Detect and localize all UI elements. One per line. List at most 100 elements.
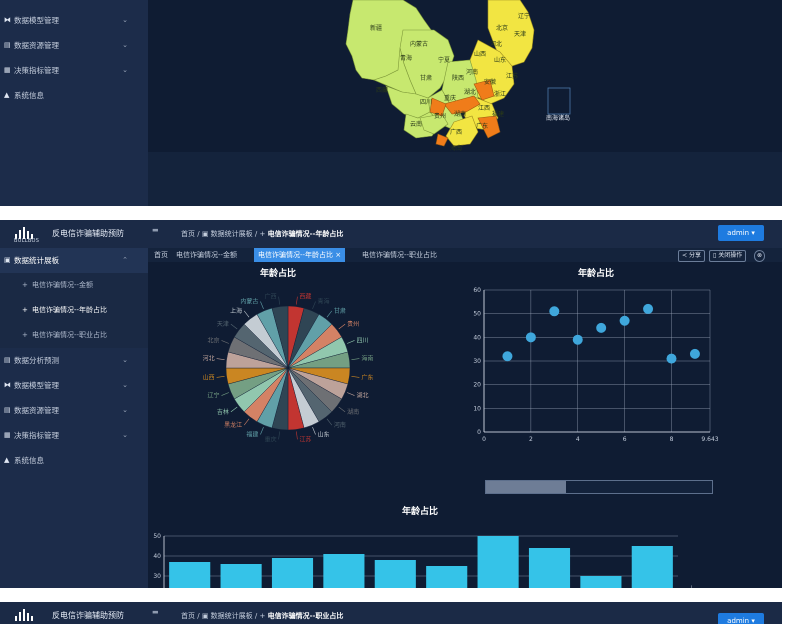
pie-label-line [278,431,280,440]
bar[interactable] [580,576,622,588]
svg-text:辽宁: 辽宁 [518,12,530,20]
svg-text:贵州: 贵州 [434,112,446,120]
tab-home[interactable]: 首页 [154,251,168,259]
pie-label-line [216,376,225,378]
svg-text:海南: 海南 [450,144,462,152]
pie-label-line [326,418,333,426]
bar[interactable] [528,548,571,588]
sidebar-item-resource[interactable]: ▤ 数据资源管理 ⌄ [0,398,148,423]
bar[interactable] [323,554,365,588]
bar[interactable] [271,558,314,588]
pie-label: 海南 [361,355,373,363]
scatter-point[interactable] [596,322,607,333]
scatter-y-tick: 10 [473,405,481,412]
scatter-zoom-handle[interactable] [486,481,566,493]
svg-text:江西: 江西 [478,105,490,112]
menu-toggle-icon[interactable]: ▬ [152,608,159,616]
screenshot-age-view: BULLBOS 反电信诈骗辅助预防 ▬ 首页 / ▣ 数据统计展板 / + 电信… [0,220,782,588]
pie-label: 贵州 [347,320,359,328]
screenshot-map-view: ⧓ 数据模型管理 ⌄ ▤ 数据资源管理 ⌄ ▦ 决策指标管理 ⌄ ▲ 系统信息 新 [0,0,782,206]
sidebar-item-indicator[interactable]: ▦ 决策指标管理 ⌄ [0,423,148,448]
pie-label: 河南 [334,421,346,429]
pie-label-line [243,310,250,318]
scatter-point[interactable] [643,303,654,314]
chart-tools-icon[interactable]: ⤓▮▮ [690,584,694,588]
pie-label-line [351,376,360,378]
pie-label: 黑龙江 [224,421,242,429]
breadcrumb-section[interactable]: 数据统计展板 [210,612,253,620]
sidebar-item-indicator[interactable]: ▦ 决策指标管理 ⌄ [0,58,148,83]
svg-text:陕西: 陕西 [452,74,464,82]
scatter-point[interactable] [525,332,536,343]
pie-label-line [221,392,229,396]
analysis-icon: ▤ [4,356,11,364]
breadcrumb-home[interactable]: 首页 [181,612,195,620]
sidebar-item-model[interactable]: ⧓ 数据模型管理 ⌄ [0,8,148,33]
sidebar-item-system[interactable]: ▲ 系统信息 [0,83,148,108]
bar[interactable] [169,562,211,588]
tab-age[interactable]: 电信诈骗情况--年龄占比 × [254,248,346,262]
svg-text:广西: 广西 [450,128,462,136]
indicator-icon: ▦ [4,431,11,439]
sidebar-subitem-occupation[interactable]: + 电信诈骗情况--职业占比 [0,323,148,348]
pie-label: 河北 [203,355,215,363]
breadcrumb-section[interactable]: 数据统计展板 [210,230,253,238]
scatter-y-tick: 60 [473,287,481,294]
sidebar-item-analysis[interactable]: ▤ 数据分析预测 ⌄ [0,348,148,373]
tab-occupation[interactable]: 电信诈骗情况--职业占比 [362,251,438,259]
scatter-y-tick: 30 [473,358,481,365]
close-ops-button[interactable]: ▯ 关闭操作 [709,250,747,262]
share-button[interactable]: ≺ 分享 [678,250,705,262]
bar[interactable] [477,536,519,588]
bar[interactable] [426,566,468,588]
bar-y-tick: 40 [153,553,161,560]
sidebar-subitem-age[interactable]: + 电信诈骗情况--年龄占比 [0,298,148,323]
pie-label-line [347,392,355,396]
scatter-x-tick: 6 [623,436,627,443]
bar[interactable] [374,560,416,588]
sidebar-item-system[interactable]: ▲ 系统信息 [0,448,148,473]
sidebar-subitem-amount[interactable]: + 电信诈骗情况--金额 [0,273,148,298]
svg-text:广东: 广东 [476,122,488,130]
breadcrumb-home[interactable]: 首页 [181,230,195,238]
pie-label: 江苏 [299,435,311,443]
tab-amount[interactable]: 电信诈骗情况--金额 [176,251,238,259]
close-all-icon[interactable]: ⊗ [754,250,766,262]
scatter-y-tick: 0 [477,429,481,436]
pie-label: 吉林 [217,408,229,416]
scatter-point[interactable] [666,353,677,364]
scatter-point[interactable] [502,351,513,362]
svg-text:甘肃: 甘肃 [420,74,432,82]
scatter-zoom-slider[interactable] [485,480,713,494]
scatter-point[interactable] [572,334,583,345]
admin-dropdown-button[interactable]: admin ▾ [718,613,764,624]
bar[interactable] [220,564,262,588]
scatter-point[interactable] [689,348,700,359]
pie-label-line [260,301,264,309]
scatter-point[interactable] [619,315,630,326]
pie-slice[interactable] [271,305,289,369]
bell-icon: ▲ [4,91,10,99]
map-panel: 新疆 内蒙古 甘肃 青海 西藏 四川 云南 广西 广东 湖南 江西 福建 浙江 … [148,0,782,152]
menu-toggle-icon[interactable]: ▬ [152,226,159,234]
pie-label: 重庆 [265,435,277,443]
svg-text:河北: 河北 [490,40,502,48]
svg-text:福建: 福建 [492,110,504,118]
sidebar-item-resource[interactable]: ▤ 数据资源管理 ⌄ [0,33,148,58]
pie-label-line [243,418,250,426]
app-title: 反电信诈骗辅助预防 [52,611,124,620]
admin-dropdown-button[interactable]: admin ▾ [718,225,764,241]
pie-label: 甘肃 [334,307,346,315]
bar[interactable] [631,546,673,588]
svg-text:湖北: 湖北 [464,88,476,96]
sidebar-item-dashboard[interactable]: ▣ 数据统计展板 ⌃ [0,248,148,273]
scatter-point[interactable] [549,306,560,317]
sidebar-top: ⧓ 数据模型管理 ⌄ ▤ 数据资源管理 ⌄ ▦ 决策指标管理 ⌄ ▲ 系统信息 [0,0,148,206]
pie-label: 内蒙古 [240,297,258,305]
pie-label: 天津 [217,321,229,328]
close-tab-icon[interactable]: × [335,251,342,259]
scatter-x-tick: 4 [576,436,580,443]
sidebar-item-model[interactable]: ⧓ 数据模型管理 ⌄ [0,373,148,398]
pie-label-line [221,340,229,344]
app-logo [14,607,38,624]
